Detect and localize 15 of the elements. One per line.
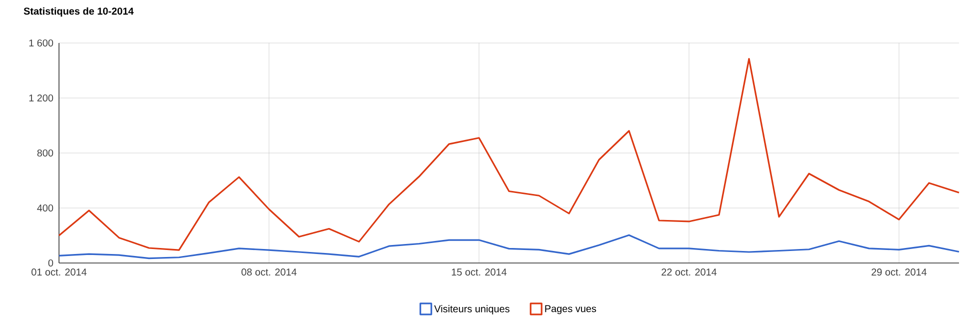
y-tick-label: 800 (37, 149, 54, 157)
y-tick-label: 1 600 (29, 39, 54, 47)
legend-label: Pages vues (545, 305, 596, 314)
chart-title: Statistiques de 10-2014 (24, 7, 134, 17)
x-tick-label: 29 oct. 2014 (872, 268, 927, 276)
x-tick-label: 15 oct. 2014 (452, 268, 507, 276)
y-tick-label: 1 200 (29, 94, 54, 102)
y-tick-label: 0 (48, 259, 54, 267)
y-tick-label: 400 (37, 204, 54, 212)
x-tick-label: 22 oct. 2014 (662, 268, 717, 276)
x-tick-label: 01 oct. 2014 (32, 268, 87, 276)
legend-label: Visiteurs uniques (434, 305, 510, 314)
line-series (58, 234, 960, 260)
line-series (58, 58, 960, 251)
x-tick-label: 08 oct. 2014 (242, 268, 297, 276)
